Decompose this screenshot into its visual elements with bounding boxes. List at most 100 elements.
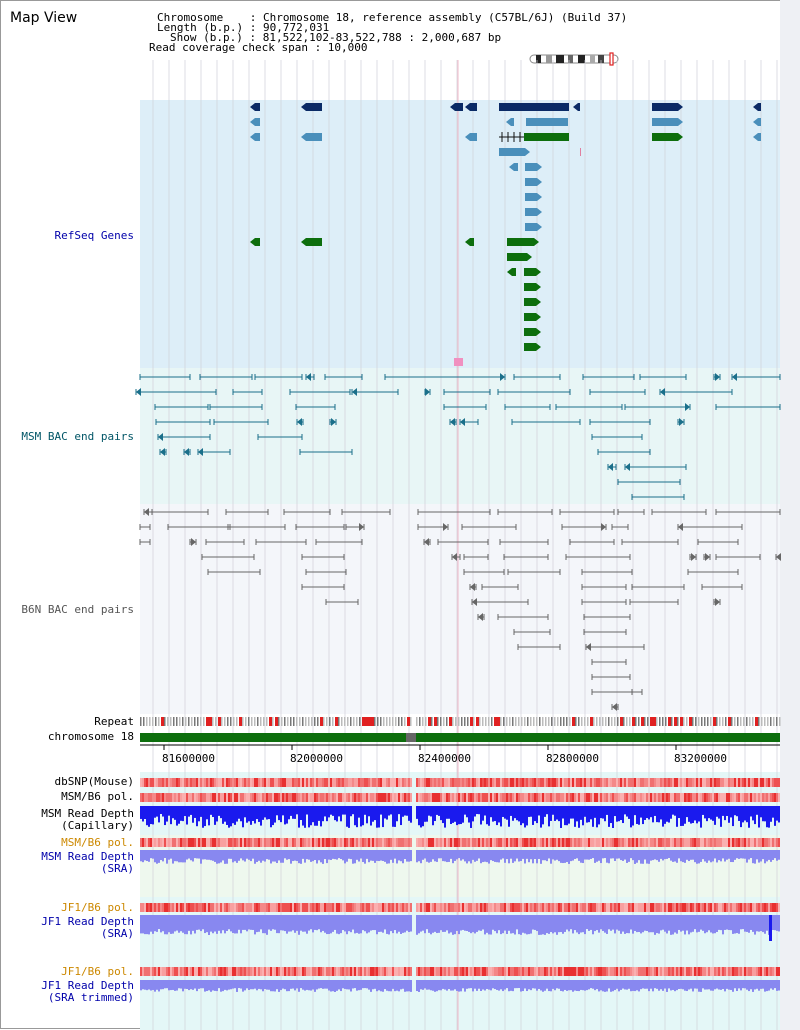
snp-heat-cell (290, 838, 292, 847)
snp-heat-cell (678, 838, 680, 847)
snp-heat-cell (466, 778, 468, 787)
snp-heat-cell (238, 838, 240, 847)
snp-heat-cell (512, 838, 514, 847)
read-depth-bar (490, 980, 492, 991)
snp-heat-cell (750, 793, 752, 802)
read-depth-bar (506, 806, 508, 820)
snp-heat-cell (392, 838, 394, 847)
snp-heat-cell (764, 967, 766, 976)
repeat-mark (464, 717, 466, 726)
jf1-depth-sra-label[interactable]: JF1 Read Depth (SRA) (41, 915, 134, 940)
read-depth-bar (700, 806, 702, 828)
read-depth-bar (624, 915, 626, 934)
snp-heat-cell (346, 838, 348, 847)
read-depth-bar (440, 980, 442, 991)
msm-depth-sra-label[interactable]: MSM Read Depth (SRA) (41, 850, 134, 875)
repeat-mark (350, 717, 352, 726)
snp-heat-cell (352, 778, 354, 787)
read-depth-bar (392, 915, 394, 934)
snp-heat-cell (270, 838, 272, 847)
snp-heat-cell (700, 838, 702, 847)
snp-heat-cell (618, 778, 620, 787)
snp-heat-cell (732, 778, 734, 787)
read-depth-bar (148, 806, 150, 827)
read-depth-bar (500, 806, 502, 827)
gene-arrow (506, 118, 511, 126)
read-depth-bar (694, 915, 696, 930)
msm-pol-label[interactable]: MSM/B6 pol. (61, 790, 134, 803)
read-depth-bar (408, 915, 410, 933)
snp-heat-cell (660, 838, 662, 847)
read-depth-bar (450, 915, 452, 933)
snp-heat-cell (290, 967, 292, 976)
read-depth-bar (238, 850, 240, 861)
snp-heat-cell (724, 778, 726, 787)
snp-heat-cell (444, 793, 446, 802)
read-depth-bar (364, 806, 366, 815)
read-depth-bar (224, 915, 226, 934)
snp-heat-cell (542, 967, 544, 976)
read-depth-bar (238, 980, 240, 989)
snp-heat-cell (156, 778, 158, 787)
read-depth-bar (504, 915, 506, 931)
jf1-pol-label[interactable]: JF1/B6 pol. (61, 901, 134, 914)
read-depth-bar (490, 850, 492, 861)
read-depth-bar (274, 850, 276, 862)
read-depth-bar (388, 915, 390, 935)
read-depth-bar (682, 850, 684, 863)
read-depth-bar (566, 850, 568, 863)
refseq-label[interactable]: RefSeq Genes (54, 229, 134, 242)
read-depth-bar (392, 850, 394, 863)
read-depth-bar (698, 980, 700, 992)
snp-heat-cell (280, 967, 282, 976)
snp-heat-cell (572, 967, 574, 976)
bac-end-arrow (144, 508, 149, 516)
snp-heat-cell (674, 967, 676, 976)
gene-arrow (250, 133, 255, 141)
snp-heat-cell (256, 838, 258, 847)
snp-heat-cell (304, 967, 306, 976)
snp-heat-cell (372, 838, 374, 847)
snp-heat-cell (638, 778, 640, 787)
repeat-mark (602, 717, 604, 726)
snp-heat-cell (234, 967, 236, 976)
snp-heat-cell (360, 838, 362, 847)
jf1-pol2-label[interactable]: JF1/B6 pol. (61, 965, 134, 978)
snp-heat-cell (430, 903, 432, 912)
snp-heat-cell (350, 903, 352, 912)
snp-heat-cell (284, 838, 286, 847)
repeat-mark (605, 717, 607, 726)
snp-heat-cell (336, 778, 338, 787)
snp-heat-cell (224, 967, 226, 976)
chromosome-ideogram[interactable] (528, 52, 622, 66)
snp-heat-cell (320, 903, 322, 912)
msm-bac-label[interactable]: MSM BAC end pairs (21, 430, 134, 443)
read-depth-bar (646, 980, 648, 989)
repeat-mark (494, 717, 497, 726)
b6n-bac-label[interactable]: B6N BAC end pairs (21, 603, 134, 616)
dbsnp-label[interactable]: dbSNP(Mouse) (54, 775, 134, 788)
snp-heat-cell (574, 967, 576, 976)
snp-heat-cell (338, 903, 340, 912)
snp-heat-cell (244, 903, 246, 912)
snp-heat-cell (440, 967, 442, 976)
msm-pol2-label[interactable]: MSM/B6 pol. (61, 836, 134, 849)
msm-depth-capillary-label[interactable]: MSM Read Depth (Capillary) (41, 807, 134, 832)
read-depth-bar (176, 850, 178, 862)
read-depth-bar (510, 850, 512, 859)
read-depth-bar (196, 980, 198, 992)
jf1-depth-trimmed-label[interactable]: JF1 Read Depth (SRA trimmed) (41, 979, 134, 1004)
snp-heat-cell (272, 778, 274, 787)
read-depth-bar (152, 850, 154, 859)
snp-heat-cell (526, 903, 528, 912)
read-depth-bar (196, 850, 198, 859)
read-depth-bar (768, 850, 770, 860)
read-depth-bar (372, 806, 374, 822)
read-depth-bar (542, 806, 544, 825)
snp-heat-cell (318, 778, 320, 787)
read-depth-bar (504, 850, 506, 863)
read-depth-bar (402, 915, 404, 933)
snp-heat-cell (764, 793, 766, 802)
snp-heat-cell (476, 778, 478, 787)
